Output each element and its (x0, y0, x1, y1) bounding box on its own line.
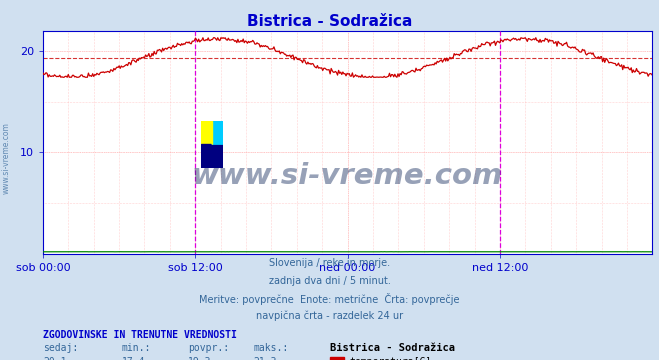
Bar (212, 121, 223, 144)
Text: Slovenija / reke in morje.: Slovenija / reke in morje. (269, 258, 390, 269)
Text: sedaj:: sedaj: (43, 343, 78, 354)
Text: povpr.:: povpr.: (188, 343, 229, 354)
Text: navpična črta - razdelek 24 ur: navpična črta - razdelek 24 ur (256, 310, 403, 321)
Text: Meritve: povprečne  Enote: metrične  Črta: povprečje: Meritve: povprečne Enote: metrične Črta:… (199, 293, 460, 305)
Text: zadnja dva dni / 5 minut.: zadnja dva dni / 5 minut. (269, 276, 390, 286)
Text: temperatura[C]: temperatura[C] (349, 357, 432, 360)
Bar (202, 121, 212, 144)
Text: min.:: min.: (122, 343, 152, 354)
Text: 19,3: 19,3 (188, 357, 212, 360)
Text: 17,4: 17,4 (122, 357, 146, 360)
Text: 21,3: 21,3 (254, 357, 277, 360)
Bar (202, 144, 223, 167)
Text: 20,1: 20,1 (43, 357, 67, 360)
Text: www.si-vreme.com: www.si-vreme.com (192, 162, 503, 190)
Text: Bistrica - Sodražica: Bistrica - Sodražica (247, 14, 412, 29)
Polygon shape (202, 121, 212, 144)
Text: www.si-vreme.com: www.si-vreme.com (2, 122, 11, 194)
Text: maks.:: maks.: (254, 343, 289, 354)
Polygon shape (212, 121, 223, 144)
Text: ZGODOVINSKE IN TRENUTNE VREDNOSTI: ZGODOVINSKE IN TRENUTNE VREDNOSTI (43, 330, 237, 341)
Text: Bistrica - Sodražica: Bistrica - Sodražica (330, 343, 455, 354)
